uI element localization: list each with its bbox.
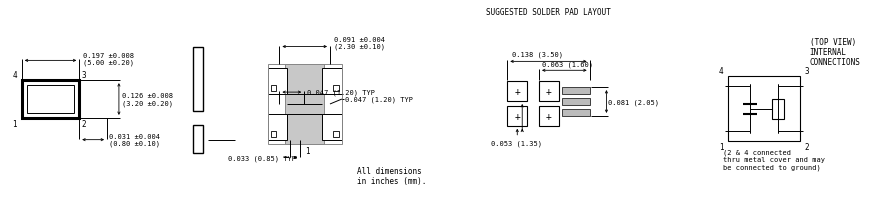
Text: +: + (546, 111, 551, 121)
Text: 0.091 ±0.004
(2.30 ±0.10): 0.091 ±0.004 (2.30 ±0.10) (334, 37, 384, 50)
Bar (193, 125, 202, 153)
Bar (561, 88, 589, 95)
Text: 1: 1 (718, 142, 722, 151)
Text: 0.047 (1.20) TYP: 0.047 (1.20) TYP (344, 96, 413, 103)
Text: 2: 2 (81, 119, 86, 128)
Bar (285, 65, 323, 144)
Text: +: + (514, 111, 520, 121)
Text: 3: 3 (804, 67, 808, 76)
Text: 0.031 ±0.004
(0.80 ±0.10): 0.031 ±0.004 (0.80 ±0.10) (109, 133, 160, 147)
Bar (333, 131, 339, 137)
Text: 0.081 (2.05): 0.081 (2.05) (607, 99, 659, 105)
Text: 0.197 ±0.008
(5.00 ±0.20): 0.197 ±0.008 (5.00 ±0.20) (83, 52, 134, 66)
Bar (539, 82, 558, 102)
Bar (507, 82, 527, 102)
Bar (561, 98, 589, 105)
Text: 0.138 (3.50): 0.138 (3.50) (512, 52, 562, 58)
Text: 0.053 (1.35): 0.053 (1.35) (490, 140, 541, 146)
Bar (270, 86, 276, 92)
Bar (771, 99, 783, 119)
Bar (322, 69, 342, 95)
Text: (2 & 4 connected
thru metal cover and may
be connected to ground): (2 & 4 connected thru metal cover and ma… (722, 149, 825, 170)
Bar (27, 86, 74, 113)
Text: SUGGESTED SOLDER PAD LAYOUT: SUGGESTED SOLDER PAD LAYOUT (485, 8, 610, 17)
Bar (268, 114, 287, 140)
Text: 0.063 (1.60): 0.063 (1.60) (541, 62, 593, 68)
Bar (268, 65, 342, 144)
Text: 3: 3 (81, 71, 86, 80)
Text: 2: 2 (804, 142, 808, 151)
Text: 4: 4 (12, 71, 17, 80)
Bar (539, 107, 558, 126)
Bar (268, 69, 287, 95)
Text: 0.047 (1.20) TYP: 0.047 (1.20) TYP (307, 89, 375, 96)
Text: 0.126 ±0.008
(3.20 ±0.20): 0.126 ±0.008 (3.20 ±0.20) (122, 93, 173, 106)
Text: 4: 4 (718, 67, 722, 76)
Text: All dimensions
in inches (mm).: All dimensions in inches (mm). (356, 166, 426, 185)
Bar (727, 77, 799, 141)
Bar (193, 47, 202, 111)
Bar (322, 114, 342, 140)
Bar (22, 81, 79, 118)
Text: (TOP VIEW)
INTERNAL
CONNECTIONS: (TOP VIEW) INTERNAL CONNECTIONS (809, 37, 859, 67)
Bar (561, 109, 589, 116)
Bar (270, 131, 276, 137)
Text: +: + (546, 87, 551, 97)
Bar (507, 107, 527, 126)
Text: 0.033 (0.85) TYP: 0.033 (0.85) TYP (228, 154, 295, 161)
Text: 1: 1 (12, 119, 17, 128)
Text: 1: 1 (304, 146, 309, 155)
Bar (333, 86, 339, 92)
Text: +: + (514, 87, 520, 97)
